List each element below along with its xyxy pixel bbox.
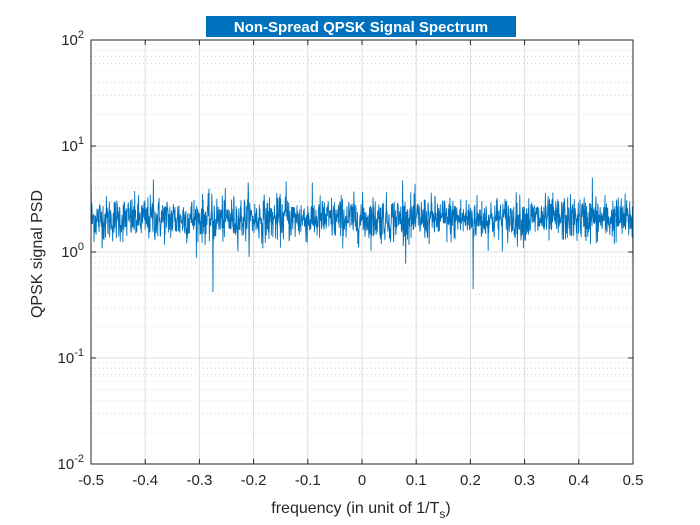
- x-tick-label: 0.2: [460, 472, 481, 489]
- x-axis-ticks: -0.5 -0.4 -0.3 -0.2 -0.1 0 0.1 0.2 0.3 0.4 0.5: [78, 40, 643, 489]
- chart-title-background: [206, 16, 516, 37]
- chart-title: Non-Spread QPSK Signal Spectrum: [234, 19, 488, 36]
- y-tick-label: 10-1: [58, 347, 84, 367]
- x-tick-label: -0.4: [132, 472, 158, 489]
- x-tick-label: -0.2: [241, 472, 267, 489]
- x-axis-label-subscript: s: [439, 507, 445, 521]
- x-axis-label: frequency (in unit of 1/Ts): [271, 500, 450, 521]
- chart-title-box: Non-Spread QPSK Signal Spectrum: [206, 16, 516, 37]
- y-tick-label: 102: [61, 29, 84, 49]
- x-tick-label: 0.5: [623, 472, 644, 489]
- x-tick-label: -0.1: [295, 472, 321, 489]
- x-tick-label: -0.5: [78, 472, 104, 489]
- x-tick-label: 0.1: [406, 472, 427, 489]
- x-tick-label: -0.3: [186, 472, 212, 489]
- y-axis-label: QPSK signal PSD: [29, 190, 46, 318]
- series-layer: [90, 177, 634, 293]
- x-tick-label: 0.4: [568, 472, 589, 489]
- x-tick-label: 0.3: [514, 472, 535, 489]
- plot-area: -0.5 -0.4 -0.3 -0.2 -0.1 0 0.1 0.2 0.3 0.4 0.5 10-…: [58, 29, 644, 489]
- y-tick-label: 10-2: [58, 453, 84, 473]
- series-line-psd: [90, 177, 634, 293]
- y-tick-label: 100: [61, 241, 84, 261]
- y-axis-ticks: 10-2 10-1 100 101 102: [58, 29, 633, 473]
- x-tick-label: 0: [358, 472, 366, 489]
- y-tick-label: 101: [61, 135, 84, 155]
- x-axis-label-suffix: ): [445, 500, 450, 517]
- x-axis-label-main: frequency (in unit of 1/T: [271, 500, 439, 517]
